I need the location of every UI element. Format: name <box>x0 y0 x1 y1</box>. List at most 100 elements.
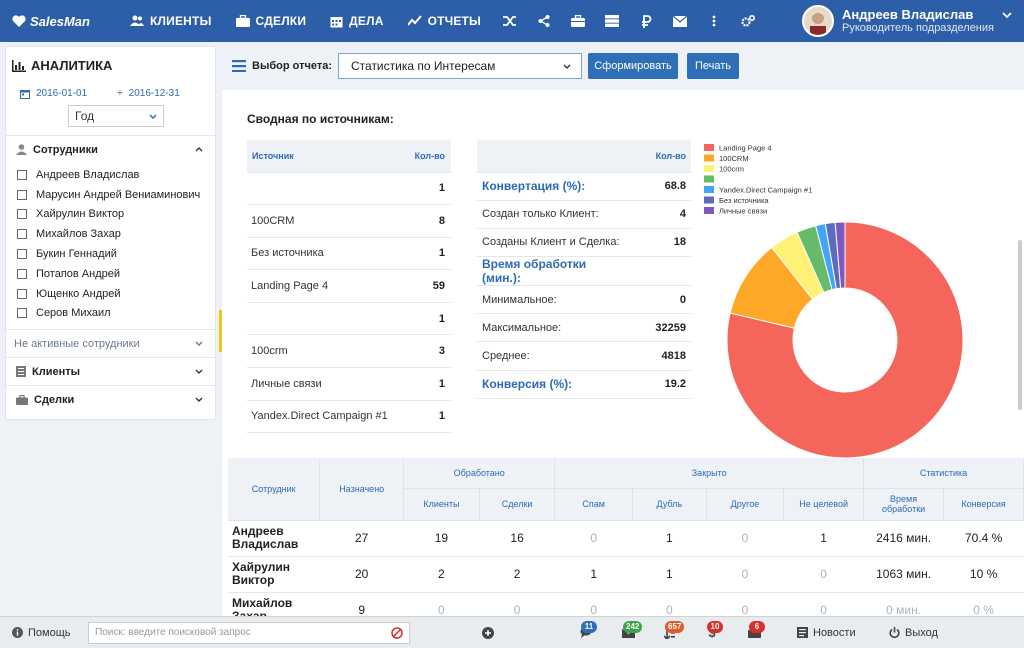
nav-clients[interactable]: КЛИЕНТЫ <box>118 0 224 42</box>
chevron-down-icon <box>563 64 571 69</box>
employee-name-cell: Хайрулин Виктор <box>228 556 320 593</box>
employee-checkbox-item[interactable]: Андреев Владислав <box>6 165 215 185</box>
nav-clients-label: КЛИЕНТЫ <box>150 14 212 28</box>
employee-checkbox-item[interactable]: Потапов Андрей <box>6 264 215 284</box>
checkbox[interactable] <box>17 268 27 279</box>
inactive-employees-toggle[interactable]: Не активные сотрудники <box>6 329 215 357</box>
conv-blank-header <box>477 140 631 173</box>
employee-checkbox-item[interactable]: Букин Геннадий <box>6 244 215 264</box>
legend-label[interactable]: Yandex.Direct Campaign #1 <box>719 186 812 195</box>
source-count: 59 <box>401 269 451 303</box>
conv-value: 32259 <box>631 313 691 343</box>
legend-label[interactable]: 100CRM <box>719 154 749 163</box>
report-panel: Сводная по источникам: Источник Кол-во 1… <box>222 90 1024 616</box>
conv-value: 0 <box>631 285 691 315</box>
checkbox[interactable] <box>17 308 27 319</box>
generate-button[interactable]: Сформировать <box>588 53 678 79</box>
currency-button[interactable] <box>629 0 663 42</box>
col-stats-header: Статистика <box>863 458 1024 489</box>
stat-spam: 0 <box>554 592 633 616</box>
money-button[interactable]: $ 10 <box>691 617 733 648</box>
help-button[interactable]: Помощь <box>0 627 88 639</box>
briefcase-button[interactable]: 6 <box>733 617 775 648</box>
nav-tasks[interactable]: ДЕЛА <box>318 0 395 42</box>
report-select[interactable]: Статистика по Интересам <box>338 53 582 79</box>
clients-section-header[interactable]: Клиенты <box>6 357 215 385</box>
nav-tasks-label: ДЕЛА <box>349 14 384 28</box>
date-range: 2016-01-01 ÷ 2016-12-31 <box>6 75 215 99</box>
donut-slice[interactable] <box>834 221 846 289</box>
period-select[interactable]: Год <box>68 105 164 127</box>
checkbox[interactable] <box>17 209 27 220</box>
date-from[interactable]: 2016-01-01 <box>20 88 87 99</box>
scrollbar[interactable] <box>1018 240 1022 410</box>
logo[interactable]: SalesMan <box>0 14 118 29</box>
legend-label[interactable]: 100crm <box>719 165 744 174</box>
conv-label: Созданы Клиент и Сделка: <box>477 228 631 258</box>
date-to[interactable]: 2016-12-31 <box>129 88 180 99</box>
portfolio-button[interactable] <box>561 0 595 42</box>
print-button[interactable]: Печать <box>687 53 739 79</box>
employees-section-header[interactable]: Сотрудники <box>6 135 215 163</box>
nav-reports-label: ОТЧЕТЫ <box>427 14 482 28</box>
deals-section-header[interactable]: Сделки <box>6 385 215 413</box>
period-value: Год <box>75 109 95 123</box>
table-row: Создан только Клиент: 4 <box>477 200 691 229</box>
col-clients-header: Клиенты <box>403 488 480 521</box>
logout-button[interactable]: Выход <box>889 617 938 648</box>
legend-label[interactable]: Без источника <box>719 196 769 205</box>
user-icon <box>16 144 27 155</box>
donut-slice[interactable] <box>726 221 964 459</box>
stat-clients: 19 <box>403 520 480 557</box>
more-button[interactable] <box>697 0 731 42</box>
add-button[interactable] <box>410 617 565 648</box>
chat-button[interactable]: 11 <box>565 617 607 648</box>
ruble-icon <box>641 14 651 28</box>
nav-reports[interactable]: ОТЧЕТЫ <box>396 0 493 42</box>
conversion-table: Кол-во Конвертация (%): 68.8 Создан тольк… <box>477 140 691 399</box>
checkbox[interactable] <box>17 169 27 180</box>
employee-checkbox-item[interactable]: Марусин Андрей Вениаминович <box>6 185 215 205</box>
clear-icon[interactable] <box>391 626 403 639</box>
storage-button[interactable] <box>595 0 629 42</box>
search-input[interactable]: Поиск: введите поисковой запрос <box>88 621 410 644</box>
employee-name: Марусин Андрей Вениаминович <box>36 188 201 201</box>
checkbox[interactable] <box>17 189 27 200</box>
employee-name: Хайрулин Виктор <box>36 208 125 221</box>
settings-button[interactable] <box>731 0 765 42</box>
menu-icon[interactable] <box>232 60 246 72</box>
sort-button[interactable]: 657 <box>649 617 691 648</box>
employee-name-line: Хайрулин <box>232 560 290 574</box>
user-menu[interactable]: Андреев Владислав Руководитель подраздел… <box>802 0 1024 42</box>
checkbox[interactable] <box>17 288 27 299</box>
share-button[interactable] <box>527 0 561 42</box>
briefcase-icon <box>235 15 250 27</box>
employee-checkbox-item[interactable]: Михайлов Захар <box>6 224 215 244</box>
nav-deals[interactable]: СДЕЛКИ <box>224 0 319 42</box>
legend-label[interactable]: Landing Page 4 <box>719 144 772 153</box>
table-row: Без источника 1 <box>247 237 451 271</box>
mail-button[interactable]: 242 <box>607 617 649 648</box>
source-name <box>247 302 401 336</box>
employee-checkbox-item[interactable]: Ющенко Андрей <box>6 284 215 304</box>
conv-value: 19.2 <box>631 370 691 399</box>
stat-spam: 0 <box>554 520 633 557</box>
employee-checkbox-item[interactable]: Серов Михаил <box>6 304 215 324</box>
employee-checkbox-item[interactable]: Хайрулин Виктор <box>6 205 215 225</box>
summary-title: Сводная по источникам: <box>247 112 394 126</box>
logout-label: Выход <box>905 626 938 639</box>
col-source-header: Источник <box>247 140 401 173</box>
checkbox[interactable] <box>17 249 27 260</box>
mail-button[interactable] <box>663 0 697 42</box>
source-count: 3 <box>401 334 451 369</box>
employee-stats-table: Сотрудник Назначено Обработано Закрыто С… <box>228 458 1024 616</box>
col-dup-header: Дубль <box>632 488 707 521</box>
line-chart-icon <box>407 15 422 26</box>
news-button[interactable]: Новости <box>797 617 883 648</box>
legend-label[interactable]: Личные связи <box>719 207 767 216</box>
checkbox[interactable] <box>17 229 27 240</box>
legend-swatch <box>704 175 714 183</box>
sidebar-collapse-handle[interactable] <box>219 310 223 352</box>
employee-name-line: Владислав <box>232 537 299 551</box>
random-button[interactable] <box>493 0 527 42</box>
